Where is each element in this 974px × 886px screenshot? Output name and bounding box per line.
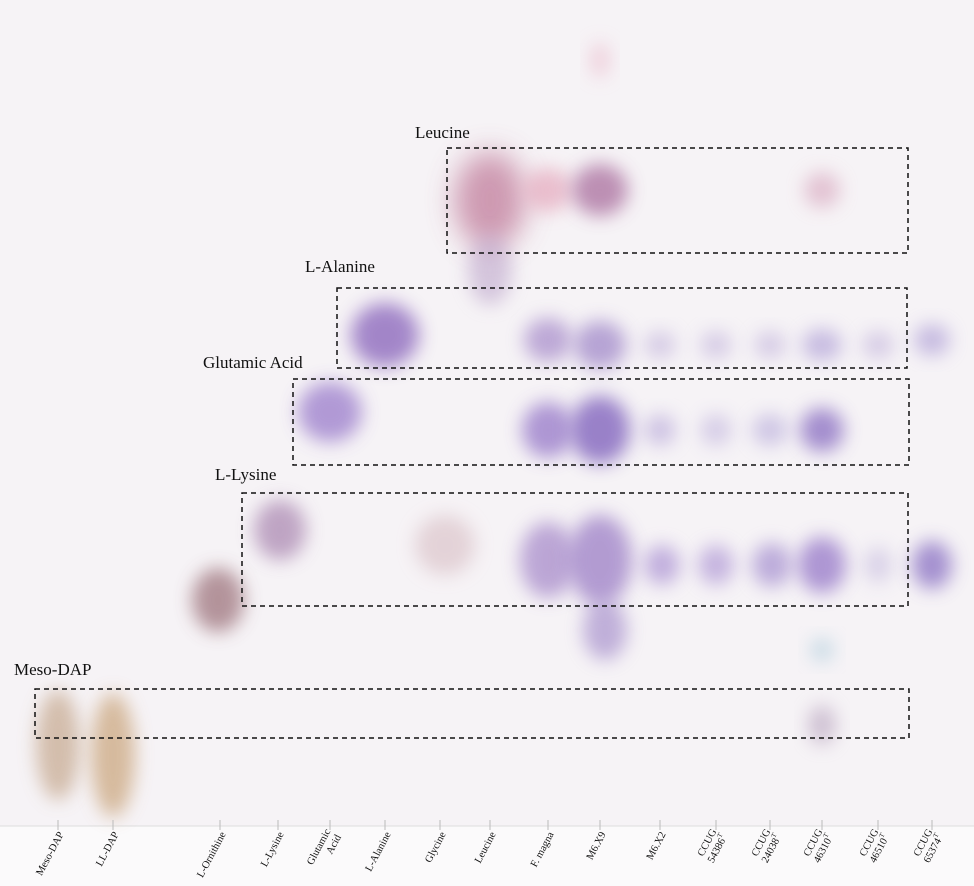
spot (454, 152, 526, 248)
spot (644, 545, 680, 585)
spot (570, 396, 630, 464)
spot (914, 324, 950, 356)
box-label: Meso-DAP (14, 660, 91, 679)
spot (752, 543, 792, 587)
spot (520, 522, 576, 598)
spot (798, 537, 846, 593)
spot (351, 303, 419, 367)
spot (802, 329, 842, 361)
spot (568, 515, 632, 605)
box-label: L-Alanine (305, 257, 375, 276)
spot (644, 331, 676, 359)
spot (810, 638, 834, 662)
spot (91, 693, 135, 817)
spot (644, 414, 676, 446)
spot (254, 500, 306, 560)
spot (590, 42, 610, 78)
page: Leucine L-Alanine Glutamic Acid L-Lysine Mes… (0, 0, 974, 886)
spot (754, 331, 786, 359)
spot (862, 331, 894, 359)
spot (36, 690, 80, 800)
spot (698, 545, 734, 585)
spot (192, 568, 244, 632)
spot (468, 235, 512, 305)
spot (574, 321, 626, 369)
spot (583, 600, 627, 660)
spot (700, 414, 732, 446)
spot (524, 168, 572, 212)
spot (804, 172, 840, 208)
spot (700, 331, 732, 359)
spot (524, 318, 572, 362)
spot (912, 541, 952, 589)
spot (864, 547, 892, 583)
box-label: Glutamic Acid (203, 353, 303, 372)
spot (572, 164, 628, 216)
spot (752, 414, 788, 446)
spot (298, 382, 362, 442)
spot (522, 402, 574, 458)
box-label: Leucine (415, 123, 470, 142)
spot (415, 515, 475, 575)
spot (800, 408, 844, 452)
box-label: L-Lysine (215, 465, 276, 484)
spot (808, 705, 836, 745)
tlc-plate: Leucine L-Alanine Glutamic Acid L-Lysine Mes… (0, 0, 974, 886)
